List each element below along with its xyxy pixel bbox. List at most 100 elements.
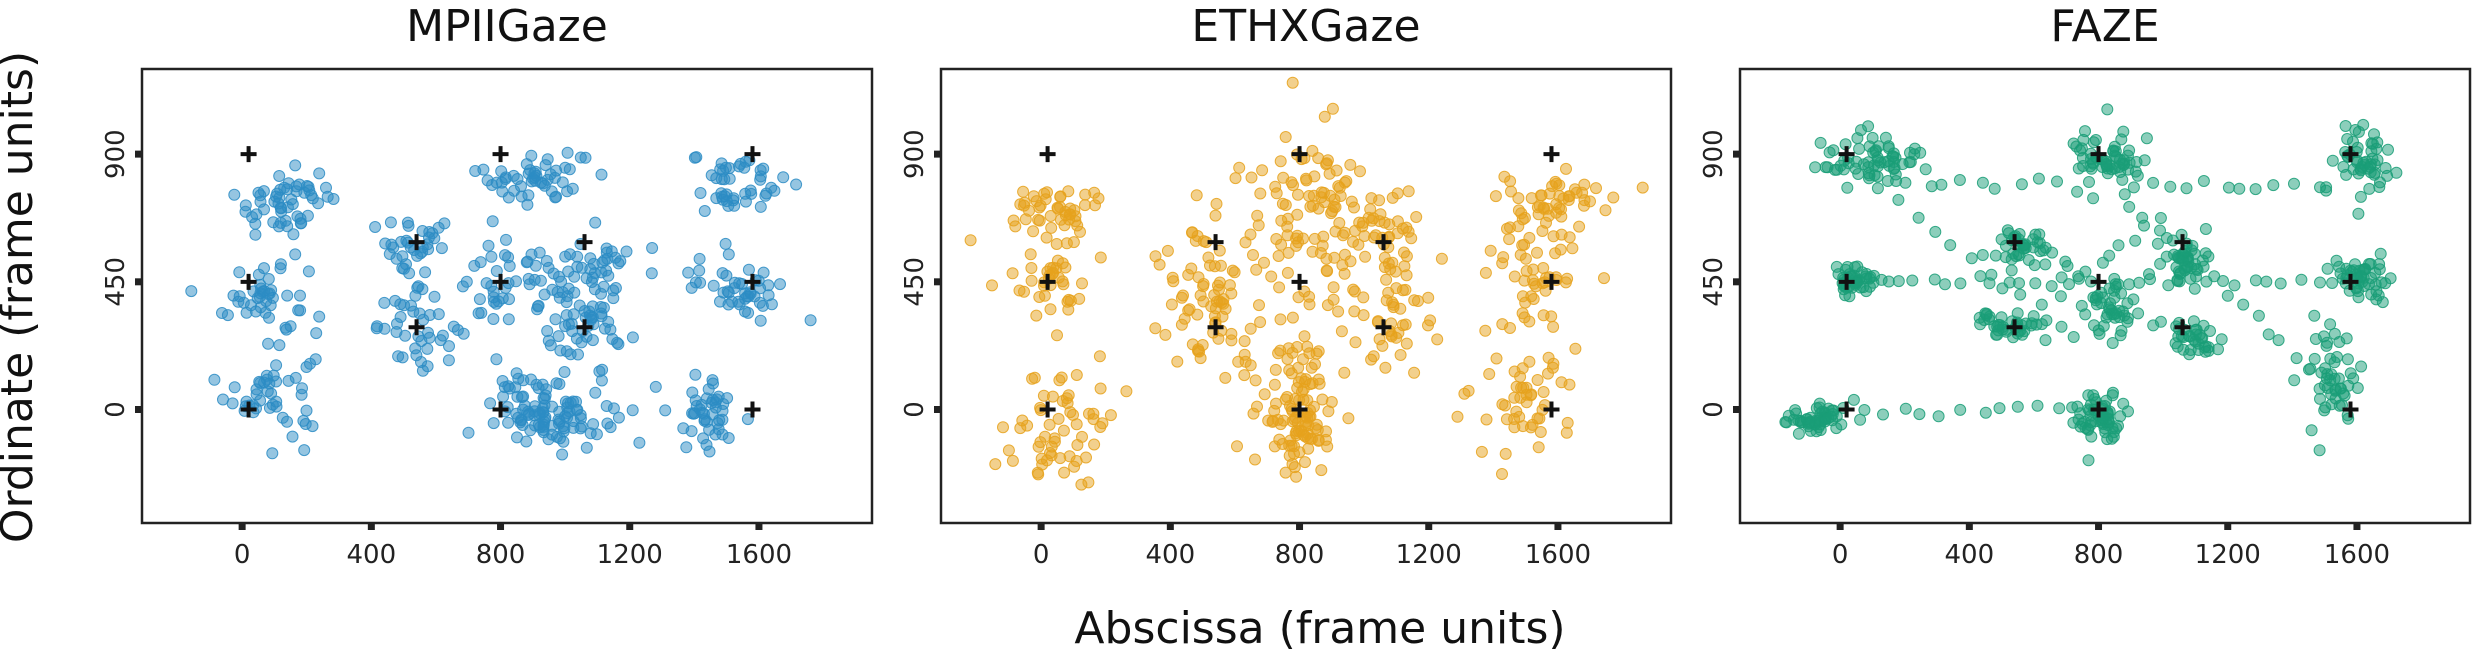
data-point	[1038, 187, 1051, 200]
data-point	[468, 259, 481, 272]
data-point	[2005, 264, 2018, 277]
y-tick-label: 0	[101, 401, 131, 418]
data-point	[1988, 182, 2001, 195]
data-point	[757, 266, 770, 279]
data-point	[250, 383, 263, 396]
x-tick-label: 400	[1945, 540, 1995, 570]
data-point	[726, 295, 738, 308]
target-marker	[2090, 273, 2107, 290]
data-point	[1953, 174, 1966, 186]
data-point	[2288, 374, 2301, 387]
target-marker	[240, 401, 257, 418]
data-point	[1058, 466, 1071, 479]
data-point	[554, 344, 567, 357]
data-point	[482, 239, 495, 252]
data-point	[1317, 186, 1330, 199]
data-point	[1039, 430, 1051, 443]
targets-layer	[240, 146, 761, 418]
data-point	[1067, 236, 1080, 249]
data-point	[481, 174, 494, 187]
data-point	[1058, 219, 1071, 232]
data-point	[1225, 334, 1238, 347]
data-point	[1944, 239, 1957, 252]
data-point	[521, 198, 534, 211]
data-point	[292, 304, 305, 317]
data-point	[1400, 337, 1413, 350]
data-point	[1272, 250, 1285, 262]
data-point	[1233, 161, 1246, 174]
target-marker	[2090, 401, 2107, 418]
data-point	[550, 430, 563, 443]
data-point	[1013, 284, 1026, 297]
data-point	[1342, 412, 1355, 425]
data-point	[804, 314, 817, 327]
data-point	[254, 189, 267, 202]
x-tick-label: 1600	[2324, 540, 2390, 570]
data-point	[539, 159, 552, 172]
data-point	[1245, 171, 1258, 184]
data-point	[1374, 208, 1387, 221]
data-point	[2123, 278, 2136, 291]
data-point	[2164, 180, 2177, 193]
data-point	[564, 248, 576, 261]
points-layer	[1779, 103, 2403, 467]
data-point	[1539, 284, 1552, 297]
data-point	[500, 233, 512, 246]
data-point	[258, 262, 270, 275]
data-point	[2089, 134, 2102, 146]
data-point	[706, 408, 719, 421]
data-point	[1555, 210, 1568, 223]
data-point	[502, 251, 515, 264]
data-point	[486, 215, 499, 228]
data-point	[1535, 189, 1548, 202]
data-point	[540, 255, 553, 267]
data-point	[1167, 275, 1180, 288]
data-point	[1032, 440, 1045, 453]
data-point	[2325, 368, 2338, 381]
data-point	[533, 407, 546, 420]
panel-title: MPIIGaze	[406, 1, 608, 52]
x-tick-label: 0	[1033, 540, 1050, 570]
data-point	[564, 348, 577, 361]
data-point	[1258, 256, 1270, 269]
data-point	[710, 393, 723, 406]
data-point	[2144, 273, 2156, 286]
data-point	[2193, 328, 2206, 341]
data-point	[2053, 402, 2066, 415]
data-point	[742, 263, 755, 276]
data-point	[2072, 162, 2085, 175]
data-point	[2288, 177, 2300, 190]
data-point	[1359, 250, 1372, 263]
targets-layer	[1039, 146, 1560, 418]
data-point	[1598, 272, 1610, 285]
data-point	[589, 386, 602, 399]
data-point	[1312, 345, 1325, 358]
data-point	[1014, 422, 1027, 435]
data-point	[2118, 309, 2131, 322]
data-point	[563, 163, 576, 176]
data-point	[462, 426, 475, 439]
data-point	[1365, 353, 1378, 366]
data-point	[2071, 185, 2084, 198]
data-point	[1954, 403, 1967, 416]
data-point	[460, 275, 473, 288]
data-point	[1380, 273, 1393, 286]
data-point	[2347, 372, 2360, 385]
data-point	[1384, 263, 1397, 276]
data-point	[281, 201, 294, 214]
data-point	[426, 227, 439, 240]
y-tick-label: 900	[101, 129, 131, 179]
data-point	[2162, 279, 2175, 292]
data-point	[1171, 355, 1184, 368]
data-point	[1274, 313, 1287, 326]
data-point	[2154, 257, 2167, 270]
data-point	[2084, 416, 2097, 429]
data-point	[1912, 211, 1925, 224]
data-point	[1841, 181, 1854, 194]
data-point	[2114, 153, 2126, 166]
data-point	[1057, 424, 1070, 437]
data-point	[2290, 352, 2303, 365]
data-point	[2140, 132, 2153, 145]
data-point	[266, 447, 279, 460]
data-point	[402, 219, 415, 232]
